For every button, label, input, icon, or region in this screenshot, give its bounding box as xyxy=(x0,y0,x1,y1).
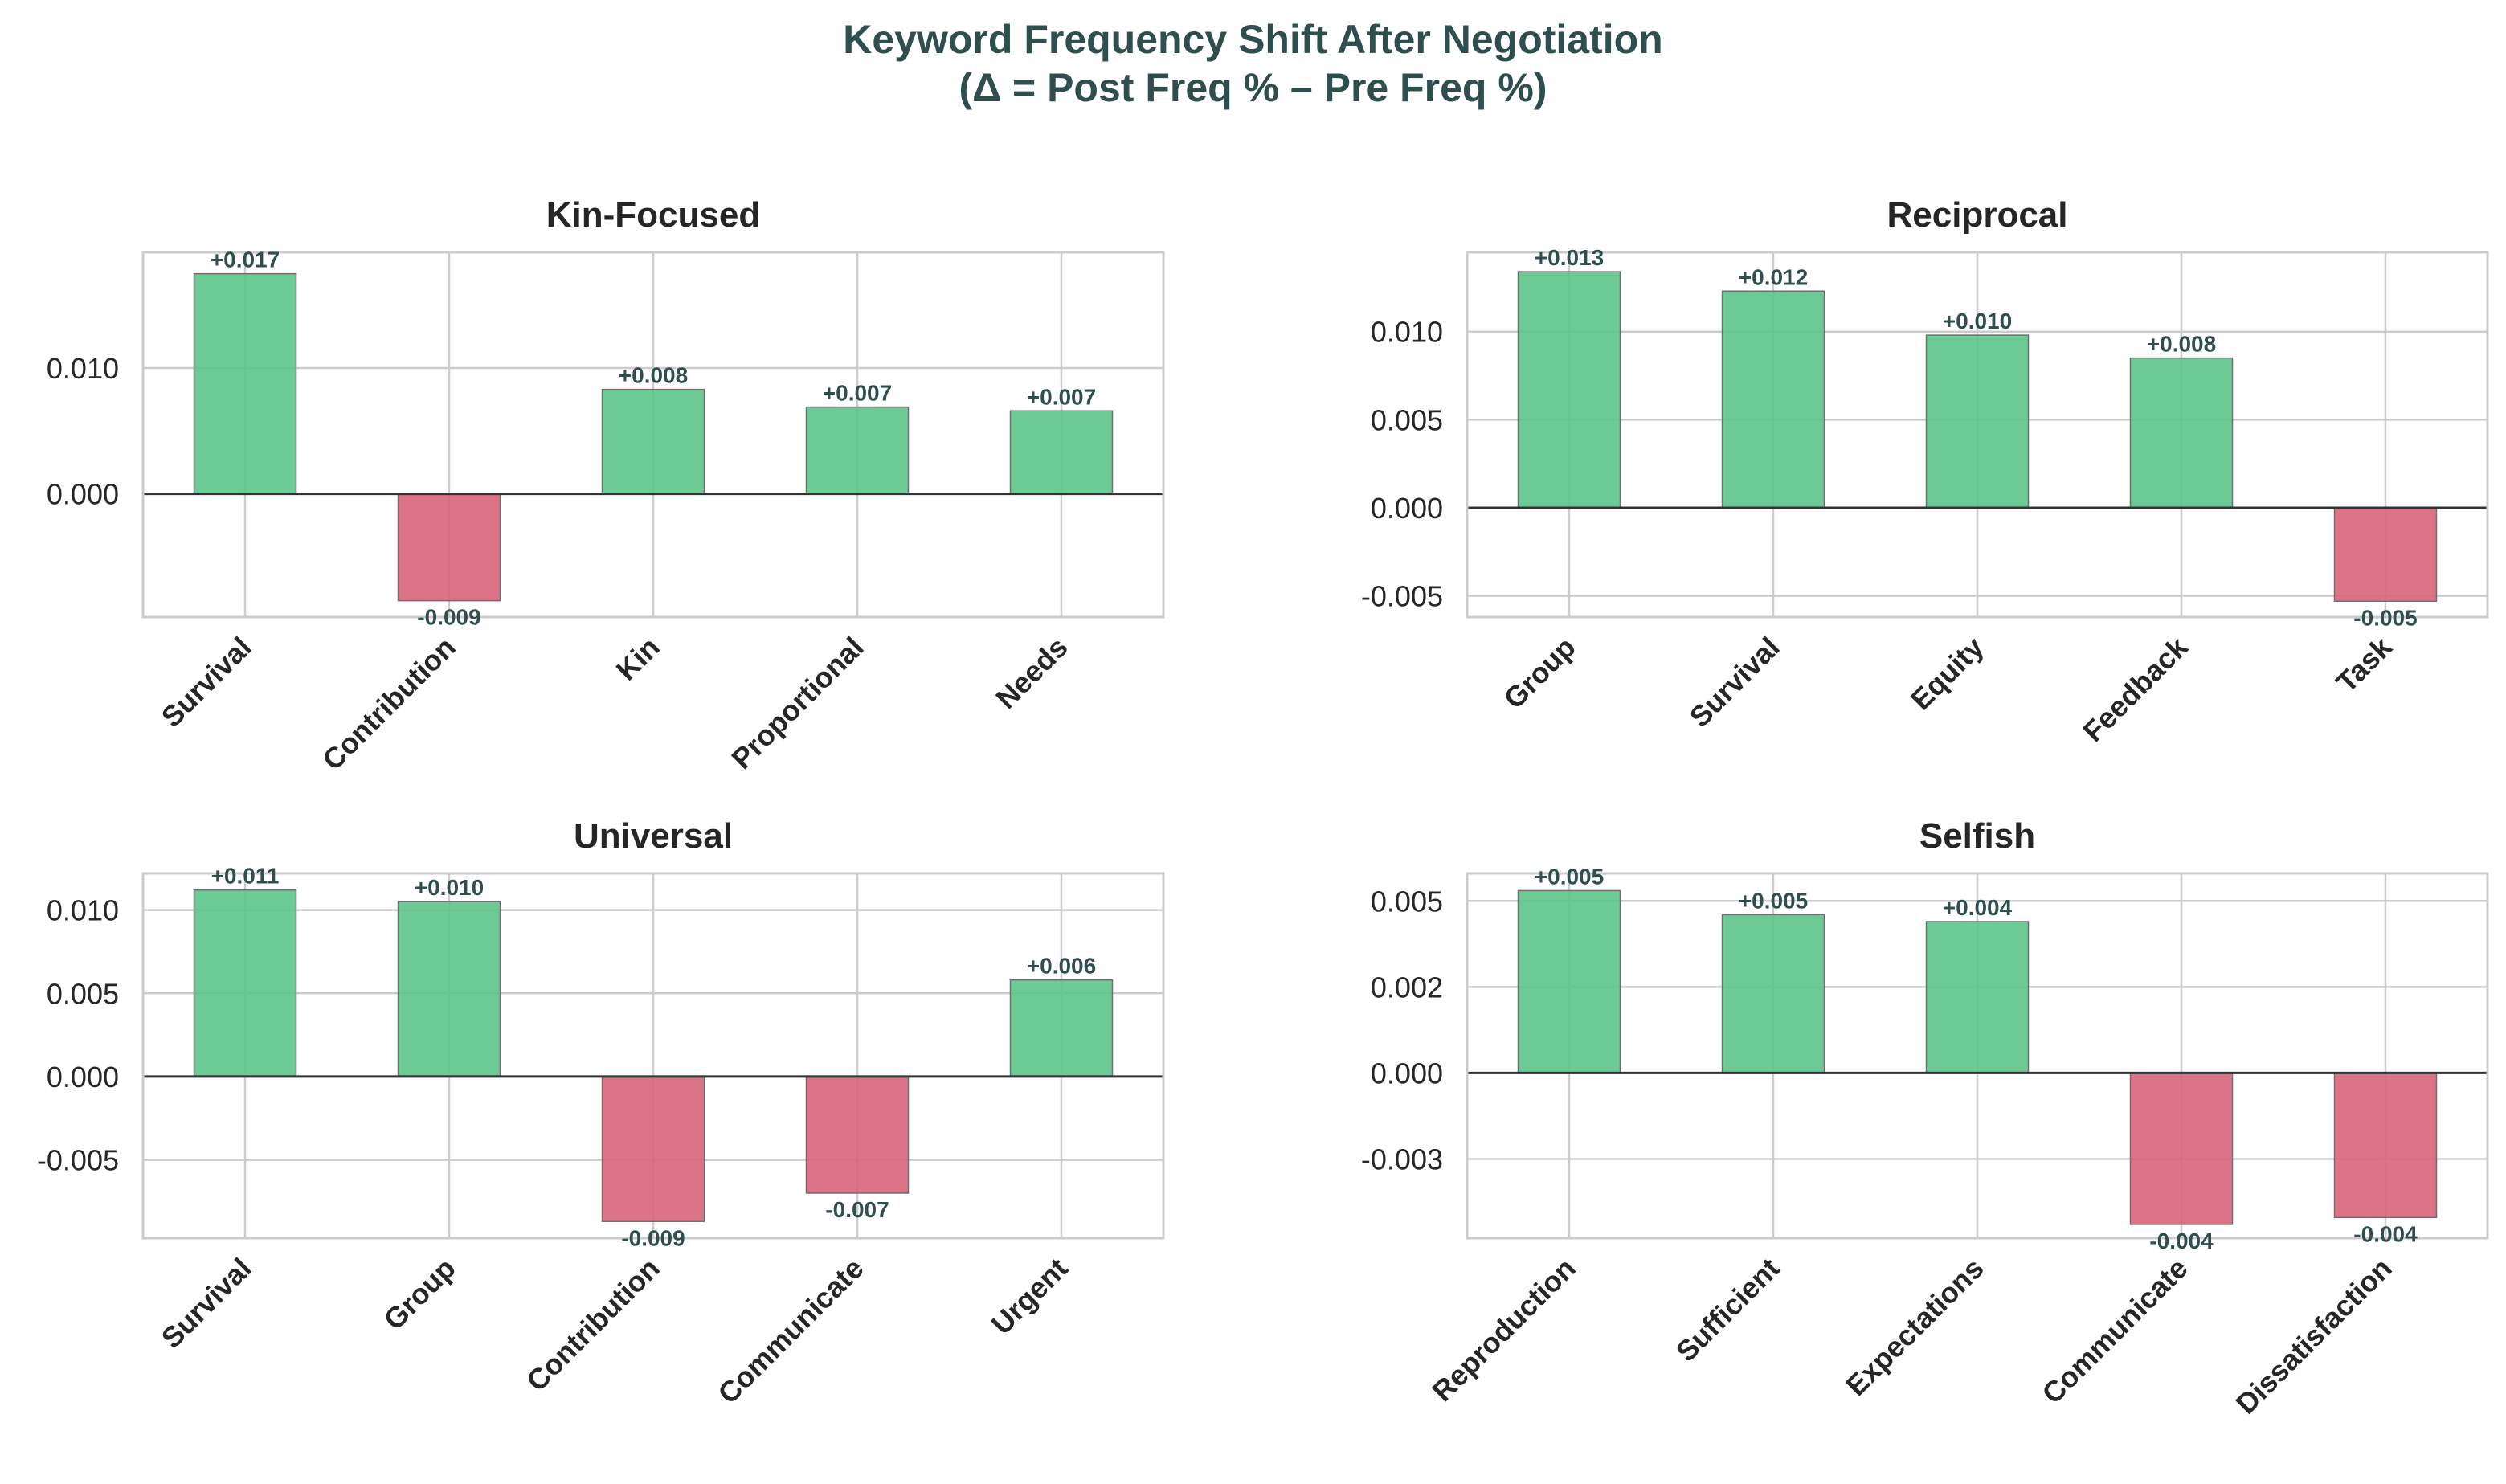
bar-contribution xyxy=(601,1076,705,1223)
figure-title: Keyword Frequency Shift After Negotiatio… xyxy=(843,17,1663,62)
x-tick-label: Contribution xyxy=(316,631,462,777)
subplot-title: Reciprocal xyxy=(1887,195,2068,235)
data-label: +0.005 xyxy=(1535,864,1604,889)
subplot-selfish: +0.005 +0.005 +0.004 -0.004 -0.004 -0.003 0.00… xyxy=(1361,816,2489,1421)
x-tick-label: Contribution xyxy=(520,1252,666,1398)
y-tick-label: 0.005 xyxy=(47,977,119,1010)
bar-survival xyxy=(193,272,297,495)
bar-expectations xyxy=(1925,921,2030,1074)
bar-reproduction xyxy=(1517,889,1621,1074)
axes-frame xyxy=(1466,872,2489,1240)
subplot-universal: +0.011 +0.010 -0.009 -0.007 +0.006 -0.005 0.00… xyxy=(37,816,1165,1410)
y-tick-label: 0.000 xyxy=(1371,1057,1443,1089)
data-label: +0.011 xyxy=(211,864,280,889)
y-tick-label: 0.000 xyxy=(1371,492,1443,525)
data-label: -0.009 xyxy=(621,1225,685,1250)
subplot-title: Universal xyxy=(574,816,733,856)
y-tick-label: 0.002 xyxy=(1371,971,1443,1004)
x-tick-label: Survival xyxy=(155,631,258,734)
y-tick-label: -0.005 xyxy=(37,1144,119,1177)
axes-frame xyxy=(141,251,1165,619)
subplot-reciprocal: +0.013 +0.012 +0.010 +0.008 -0.005 -0.005 0.00… xyxy=(1361,195,2489,748)
data-label: -0.007 xyxy=(825,1197,889,1222)
y-tick-label: 0.010 xyxy=(47,894,119,927)
bar-survival xyxy=(1721,290,1825,509)
subplot-title: Selfish xyxy=(1919,816,2035,856)
bar-group xyxy=(1517,271,1621,509)
axes-frame xyxy=(1466,251,2489,619)
bar-communicate xyxy=(805,1076,910,1194)
data-label: +0.010 xyxy=(1943,309,2012,333)
y-tick-label: 0.010 xyxy=(47,352,119,385)
data-label: +0.008 xyxy=(2147,332,2216,357)
x-tick-label: Communicate xyxy=(2035,1252,2193,1410)
data-label: +0.008 xyxy=(619,363,688,388)
bar-feedback xyxy=(2129,357,2234,509)
x-tick-label: Urgent xyxy=(985,1252,1074,1341)
x-tick-label: Task xyxy=(2330,630,2399,699)
data-label: +0.012 xyxy=(1739,264,1808,289)
data-label: +0.007 xyxy=(823,381,892,406)
data-label: +0.006 xyxy=(1027,954,1096,979)
y-tick-label: 0.005 xyxy=(1371,885,1443,918)
data-label: +0.017 xyxy=(211,247,280,272)
data-label: +0.005 xyxy=(1739,888,1808,913)
data-label: +0.010 xyxy=(415,875,484,900)
bar-equity xyxy=(1925,334,2030,509)
data-label: -0.009 xyxy=(417,605,480,630)
bar-kin xyxy=(601,388,705,495)
x-tick-label: Kin xyxy=(610,631,666,687)
data-label: +0.004 xyxy=(1943,895,2013,920)
x-tick-label: Survival xyxy=(1683,631,1786,734)
x-tick-label: Proportional xyxy=(725,631,869,775)
x-tick-label: Survival xyxy=(155,1252,258,1355)
y-tick-label: 0.000 xyxy=(47,478,119,511)
data-label: -0.004 xyxy=(2149,1228,2214,1253)
subplot-kin-focused: +0.017 -0.009 +0.008 +0.007 +0.007 0.000 0.010… xyxy=(47,195,1165,777)
bar-communicate xyxy=(2129,1072,2234,1225)
x-tick-label: Dissatisfaction xyxy=(2230,1252,2398,1421)
x-tick-label: Group xyxy=(377,1252,461,1336)
x-tick-label: Reproduction xyxy=(1425,1252,1581,1408)
data-label: +0.007 xyxy=(1027,384,1096,409)
y-tick-label: 0.000 xyxy=(47,1061,119,1094)
bar-needs xyxy=(1009,410,1114,495)
bar-urgent xyxy=(1009,979,1114,1077)
figure-subtitle: (Δ = Post Freq % – Pre Freq %) xyxy=(959,65,1547,110)
x-tick-label: Sufficient xyxy=(1670,1252,1786,1368)
axes-frame xyxy=(141,872,1165,1240)
x-tick-label: Feedback xyxy=(2076,630,2194,748)
y-tick-label: -0.005 xyxy=(1361,580,1443,613)
bar-group xyxy=(397,901,501,1077)
bar-contribution xyxy=(397,493,501,602)
bar-proportional xyxy=(805,406,910,495)
x-tick-label: Communicate xyxy=(711,1252,869,1410)
data-label: +0.013 xyxy=(1535,245,1604,270)
x-tick-label: Expectations xyxy=(1839,1252,1989,1402)
data-label: -0.004 xyxy=(2353,1221,2418,1246)
x-tick-label: Needs xyxy=(989,631,1073,715)
y-tick-label: 0.005 xyxy=(1371,403,1443,436)
x-tick-label: Group xyxy=(1497,631,1581,715)
bar-survival xyxy=(193,889,297,1077)
data-label: -0.005 xyxy=(2353,605,2417,630)
bar-task xyxy=(2333,507,2438,603)
y-tick-label: 0.010 xyxy=(1371,316,1443,349)
bar-dissatisfaction xyxy=(2333,1072,2438,1219)
y-tick-label: -0.003 xyxy=(1361,1143,1443,1175)
x-tick-label: Equity xyxy=(1904,631,1990,717)
bar-sufficient xyxy=(1721,914,1825,1074)
subplot-title: Kin-Focused xyxy=(546,195,760,235)
